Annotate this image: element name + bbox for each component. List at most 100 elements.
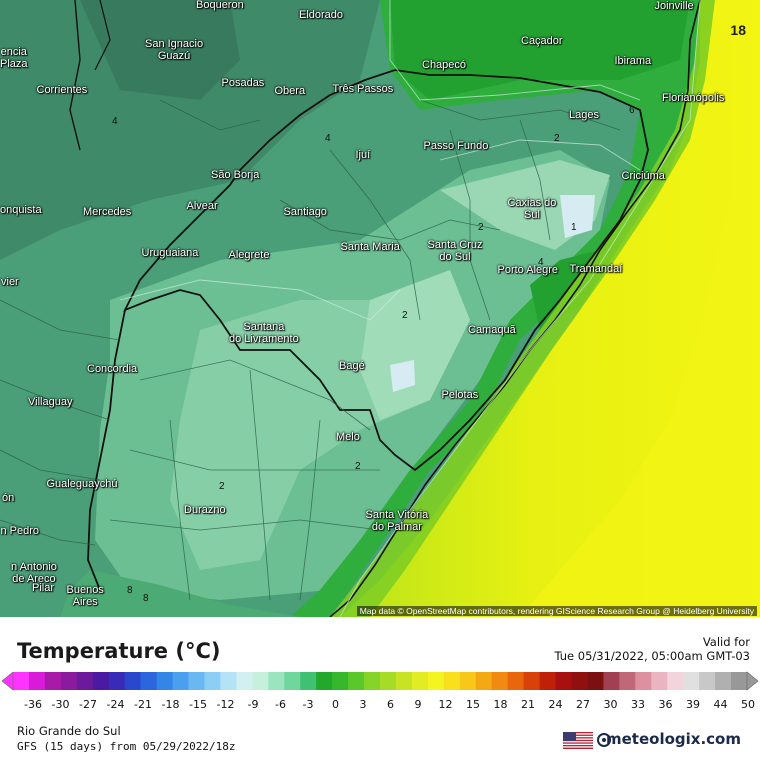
colorbar-tick: -9 <box>247 698 259 711</box>
city-label: vier <box>1 276 19 288</box>
map-credit[interactable]: Map data © OpenStreetMap contributors, r… <box>356 606 757 616</box>
city-label: Corrientes <box>36 84 88 96</box>
city-label: n Pedro <box>0 525 40 537</box>
colorbar-tick: 27 <box>576 698 590 711</box>
colorbar-tick: -24 <box>106 698 125 711</box>
colorbar-tick: 24 <box>548 698 563 711</box>
city-label: San Ignacio Guazú <box>145 38 204 62</box>
colorbar-swatch <box>28 672 46 690</box>
colorbar-swatch <box>156 672 174 690</box>
city-label: Santiago <box>283 206 327 218</box>
city-label: Caçador <box>521 35 563 47</box>
city-label: Posadas <box>221 77 265 89</box>
colorbar-swatch <box>220 672 237 690</box>
city-label: Boqueron <box>196 0 244 11</box>
city-label: Obera <box>274 85 306 97</box>
isoline-label: 6 <box>629 105 635 116</box>
city-label: Florianópolis <box>662 92 725 104</box>
isoline-label: 8 <box>143 593 149 604</box>
city-label: encia Plaza <box>0 46 28 70</box>
us-flag-icon[interactable] <box>563 732 593 749</box>
colorbar-tick: -6 <box>275 698 286 711</box>
colorbar-tick: -27 <box>79 698 97 711</box>
colorbar-max-arrow <box>746 671 759 691</box>
colorbar-swatch <box>124 672 142 690</box>
colorbar-swatch <box>635 672 652 690</box>
colorbar-tick: -21 <box>134 698 152 711</box>
colorbar-swatch <box>667 672 684 690</box>
city-label: onquista <box>0 204 42 216</box>
city-label: Caxias do Sul <box>507 197 557 221</box>
colorbar-tick: 21 <box>521 698 535 711</box>
colorbar-tick: 39 <box>686 698 700 711</box>
city-label: Villaguay <box>28 396 73 408</box>
colorbar-swatch <box>13 672 30 690</box>
city-label: Mercedes <box>83 206 132 218</box>
isoline-label: 2 <box>355 461 361 472</box>
city-label: Santa Vitória do Palmar <box>365 509 429 533</box>
colorbar-tick: -18 <box>161 698 180 711</box>
city-label: Buenos Aires <box>66 584 104 608</box>
city-label: Ibirama <box>614 55 652 67</box>
city-label: Durazno <box>184 504 226 516</box>
city-label: Melo <box>336 431 360 443</box>
city-label: Uruguaiana <box>141 247 199 259</box>
isoline-label: 2 <box>554 133 560 144</box>
colorbar-swatch <box>236 672 253 690</box>
colorbar-swatch <box>475 672 493 690</box>
colorbar-swatch <box>523 672 541 690</box>
colorbar-swatch <box>619 672 636 690</box>
colorbar-tick: 50 <box>741 698 755 711</box>
city-label: Três Passos <box>332 83 394 95</box>
colorbar-swatch <box>380 672 397 690</box>
colorbar-swatch <box>587 672 604 690</box>
brand-name[interactable]: meteologix.com <box>606 730 741 748</box>
isoline-label: 4 <box>325 133 331 144</box>
colorbar-swatch <box>603 672 620 690</box>
city-label: Alvear <box>186 200 218 212</box>
colorbar <box>1 671 759 691</box>
colorbar-tick: 44 <box>713 698 728 711</box>
city-label: Pilar <box>32 582 55 594</box>
colorbar-tick: 9 <box>414 698 422 711</box>
colorbar-swatch <box>507 672 525 690</box>
colorbar-swatch <box>571 672 589 690</box>
model-run: GFS (15 days) from 05/29/2022/18z <box>17 740 236 753</box>
colorbar-swatch <box>76 672 94 690</box>
colorbar-swatch <box>92 672 110 690</box>
colorbar-min-arrow <box>1 671 14 691</box>
city-label: Criciúma <box>621 170 665 182</box>
city-label: n Antonio de Areco <box>11 561 57 585</box>
colorbar-swatch <box>300 672 317 690</box>
colorbar-swatch <box>443 672 461 690</box>
colorbar-swatch <box>172 672 190 690</box>
city-label: Passo Fundo <box>423 140 489 152</box>
city-label: Joinville <box>654 0 694 12</box>
map-canvas <box>0 0 760 617</box>
colorbar-tick: -12 <box>216 698 235 711</box>
colorbar-tick: 18 <box>493 698 508 711</box>
colorbar-swatch <box>395 672 413 690</box>
colorbar-tick: 6 <box>387 698 394 711</box>
city-label: Porto Alegre <box>497 264 559 276</box>
colorbar-swatch <box>411 672 429 690</box>
colorbar-swatch <box>491 672 509 690</box>
colorbar-swatch <box>364 672 381 690</box>
isoline-label: 2 <box>219 481 225 492</box>
colorbar-tick: -30 <box>51 698 70 711</box>
valid-datetime: Tue 05/31/2022, 05:00am GMT-03 <box>554 649 750 663</box>
city-label: Santa Cruz do Sul <box>427 239 483 263</box>
colorbar-tick: 33 <box>631 698 645 711</box>
colorbar-swatch <box>555 672 573 690</box>
weather-map[interactable]: Boqueron Eldorado Joinville San Ignacio Gua… <box>0 0 760 617</box>
colorbar-swatch <box>268 672 285 690</box>
city-label: Camaquã <box>468 324 516 336</box>
colorbar-tick: -3 <box>302 698 314 711</box>
isoline-label: 2 <box>478 222 484 233</box>
colorbar-tick: 12 <box>438 698 453 711</box>
colorbar-swatch <box>348 672 365 690</box>
city-label: Eldorado <box>299 9 344 21</box>
colorbar-swatch <box>459 672 477 690</box>
city-label: Bagé <box>339 360 365 372</box>
city-label: Santa Maria <box>340 241 400 253</box>
